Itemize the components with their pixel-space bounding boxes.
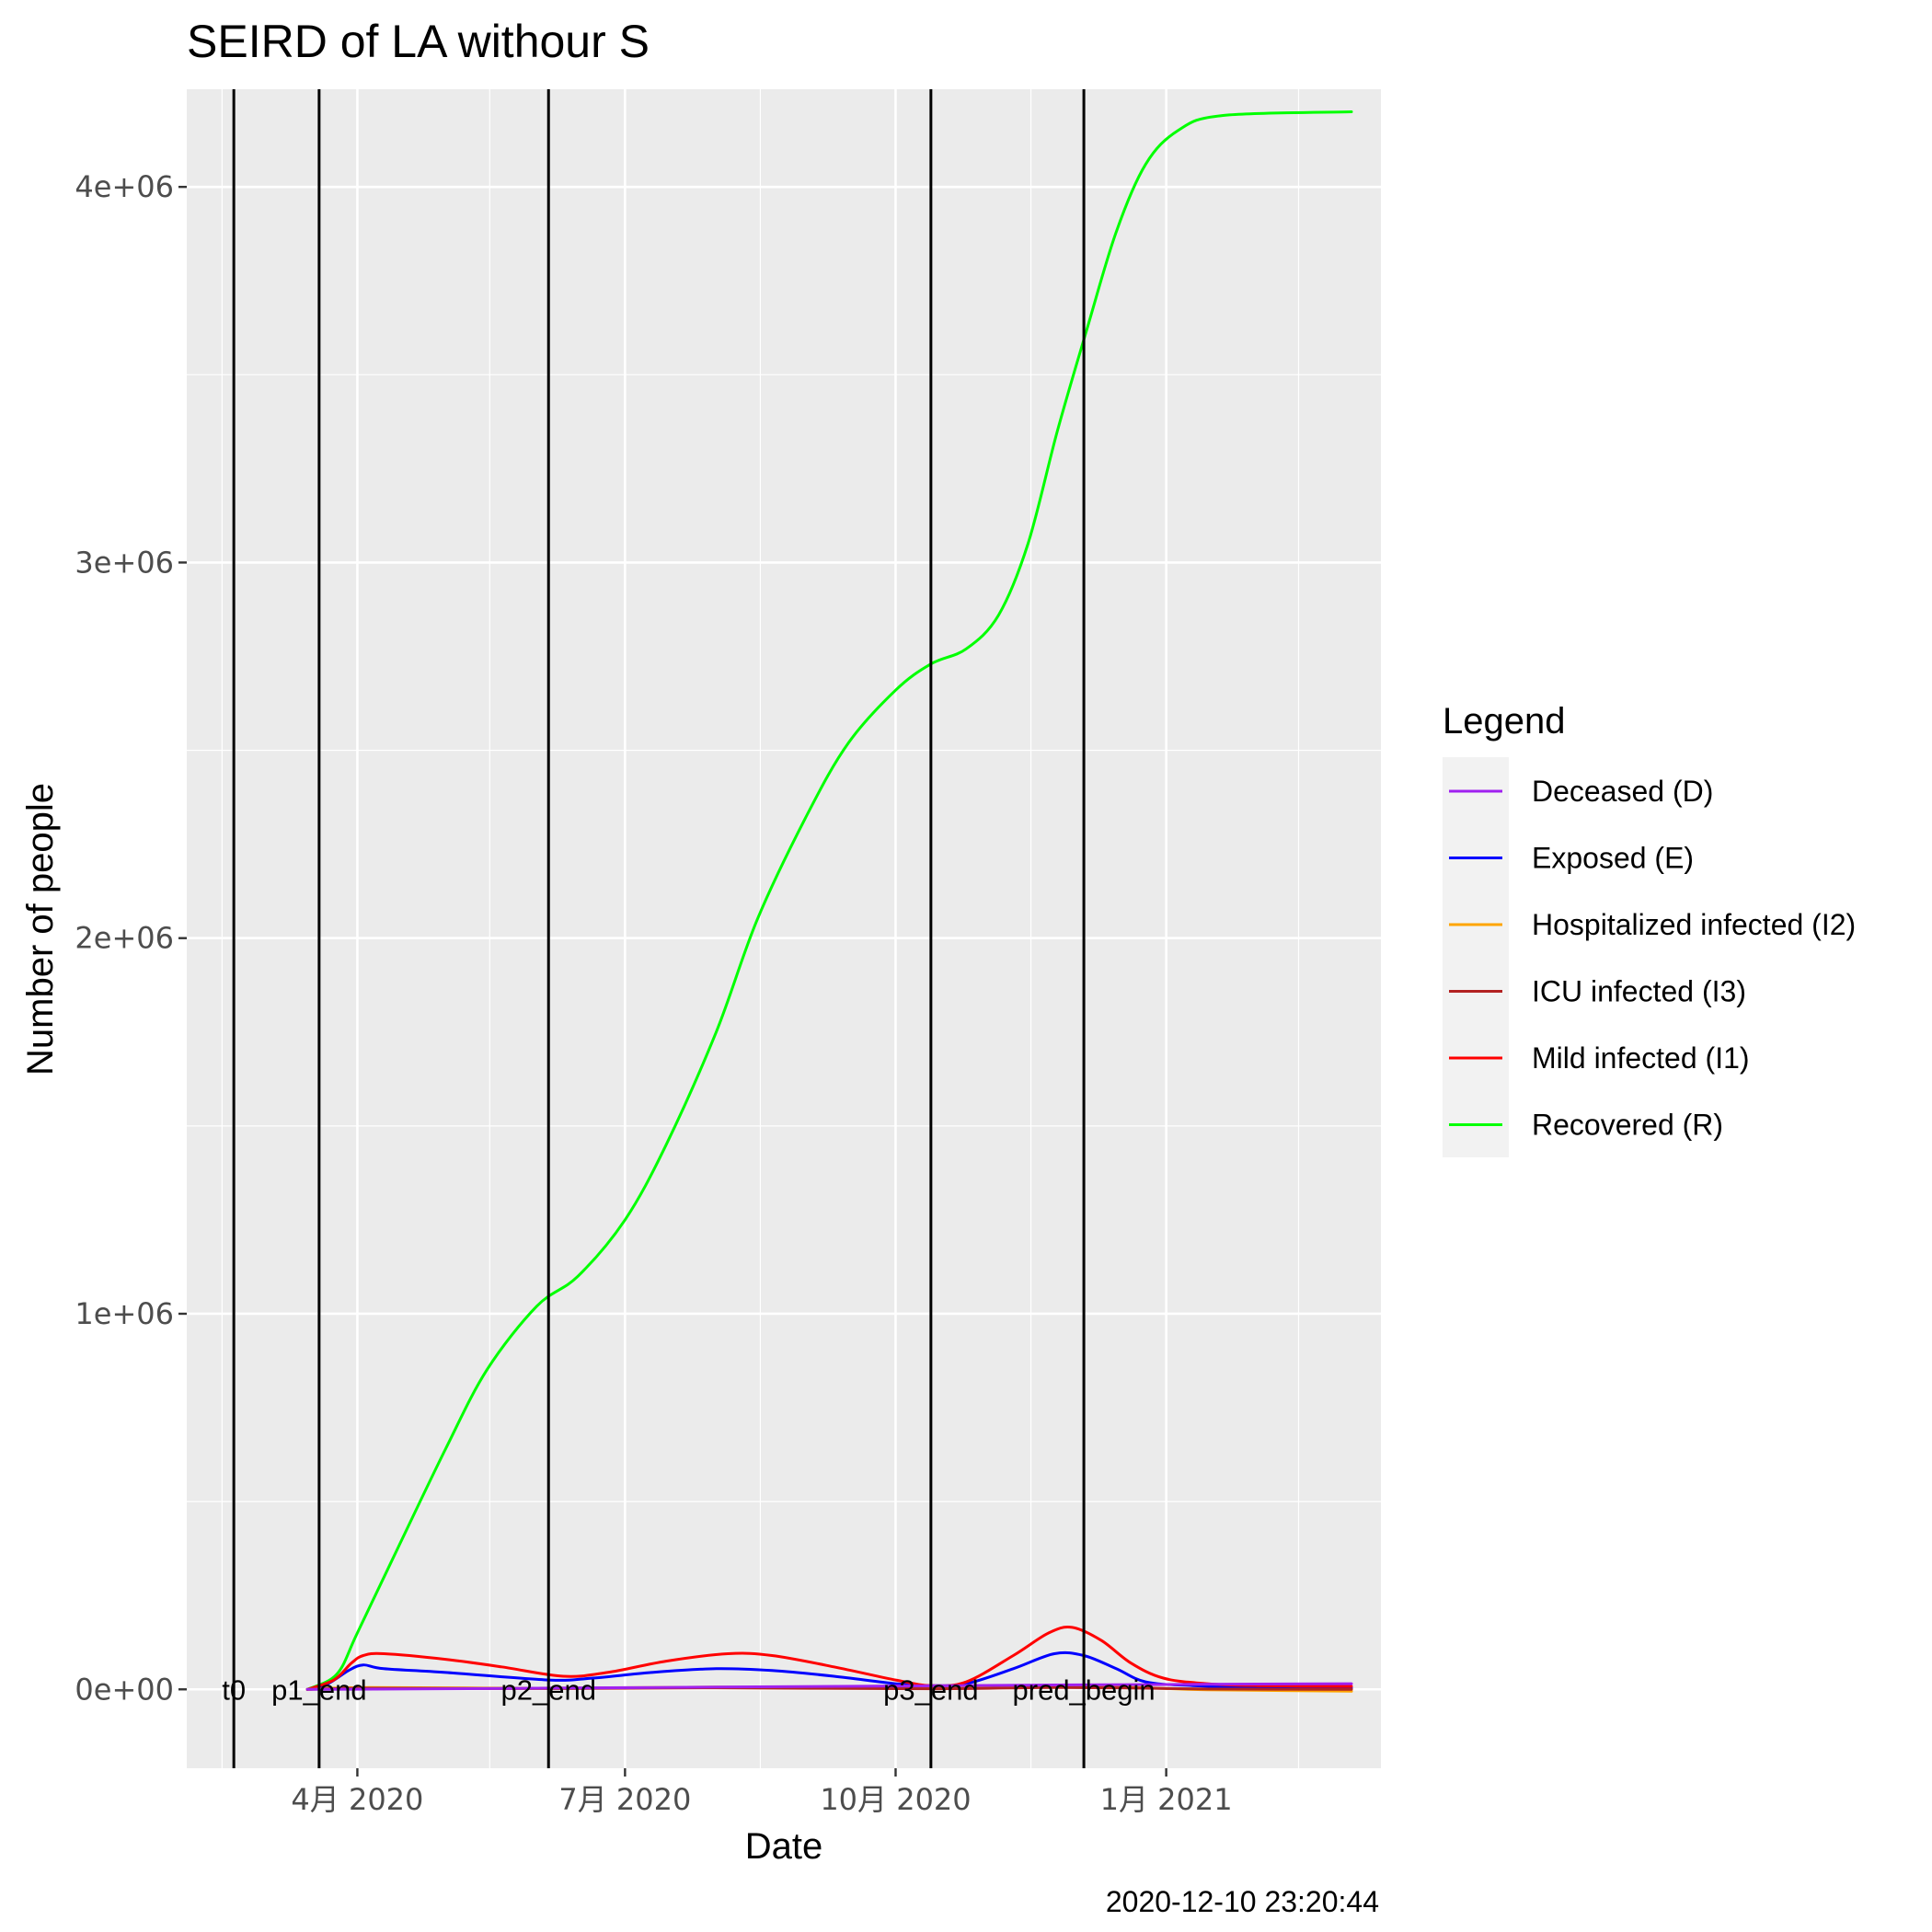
grid-major xyxy=(187,89,1381,1768)
legend: Legend Deceased (D) Exposed (E) Hospitaliz… xyxy=(1443,701,1856,1157)
vline-label-pred-begin: pred_begin xyxy=(1013,1673,1156,1706)
legend-label: Exposed (E) xyxy=(1532,842,1694,875)
legend-label: Deceased (D) xyxy=(1532,775,1713,808)
vline-label-p3-end: p3_end xyxy=(883,1673,978,1706)
reference-lines xyxy=(232,89,1086,1768)
legend-title: Legend xyxy=(1443,701,1565,742)
vline-label-t0: t0 xyxy=(222,1673,246,1706)
series-line-mild-infected-i1 xyxy=(305,1626,1353,1691)
legend-label: Recovered (R) xyxy=(1532,1109,1723,1142)
grid-minor xyxy=(187,89,1381,1768)
chart-title: SEIRD of LA withour S xyxy=(187,16,650,67)
series-line-deceased-d xyxy=(305,1682,1353,1691)
x-tick-label: 1月 2021 xyxy=(1100,1782,1233,1817)
y-tick-label: 0e+00 xyxy=(75,1672,174,1707)
plot-caption: 2020-12-10 23:20:44 xyxy=(1106,1885,1379,1918)
vline-label-p2-end: p2_end xyxy=(501,1673,596,1706)
y-tick-label: 1e+06 xyxy=(75,1296,174,1331)
reference-line-labels: t0 p1_end p2_end p3_end pred_begin xyxy=(222,1673,1155,1706)
x-tick-label: 4月 2020 xyxy=(291,1782,423,1817)
x-axis: 4月 2020 7月 2020 10月 2020 1月 2021 xyxy=(291,1768,1233,1817)
legend-label: ICU infected (I3) xyxy=(1532,975,1746,1008)
legend-label: Hospitalized infected (I2) xyxy=(1532,908,1856,941)
legend-label: Mild infected (I1) xyxy=(1532,1041,1750,1075)
vline-label-p1-end: p1_end xyxy=(271,1673,366,1706)
plot-panel xyxy=(187,89,1381,1768)
y-tick-label: 4e+06 xyxy=(75,169,174,204)
legend-key-background xyxy=(1443,757,1509,1157)
x-tick-label: 10月 2020 xyxy=(820,1782,971,1817)
y-tick-label: 2e+06 xyxy=(75,921,174,956)
y-axis: 0e+00 1e+06 2e+06 3e+06 4e+06 xyxy=(75,169,187,1707)
x-tick-label: 7月 2020 xyxy=(558,1782,691,1817)
y-axis-title: Number of people xyxy=(20,783,61,1075)
series-line-exposed-e xyxy=(305,1650,1353,1691)
y-tick-label: 3e+06 xyxy=(75,545,174,580)
x-axis-title: Date xyxy=(745,1826,823,1867)
legend-items: Deceased (D) Exposed (E) Hospitalized infe… xyxy=(1449,775,1856,1142)
series-layer xyxy=(305,110,1353,1693)
series-line-recovered-r xyxy=(305,110,1353,1691)
